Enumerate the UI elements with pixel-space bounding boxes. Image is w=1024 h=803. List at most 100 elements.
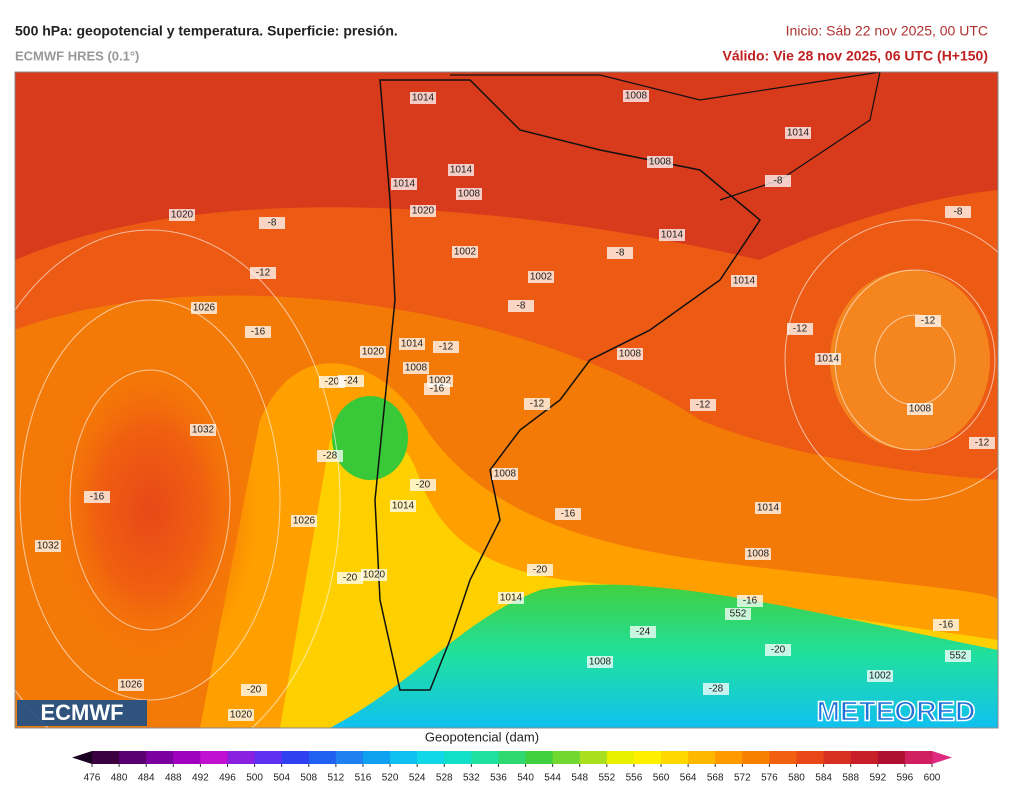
colorbar-swatch bbox=[498, 751, 527, 764]
colorbar-tick-label: 592 bbox=[869, 773, 886, 784]
contour-label: 552 bbox=[950, 651, 967, 662]
label-box bbox=[410, 92, 436, 104]
colorbar-tick-label: 492 bbox=[192, 773, 209, 784]
contour-label: 552 bbox=[730, 609, 747, 620]
contour-label: 1014 bbox=[500, 593, 523, 604]
label-box bbox=[250, 267, 276, 279]
label-box bbox=[969, 437, 995, 449]
contour-label: 1014 bbox=[450, 165, 473, 176]
contour-label: -20 bbox=[416, 480, 431, 491]
colorbar-swatch bbox=[390, 751, 418, 764]
colorbar-tick-label: 512 bbox=[328, 773, 345, 784]
contour-label: -20 bbox=[771, 645, 786, 656]
label-box bbox=[410, 479, 436, 491]
map-frame bbox=[14, 71, 999, 729]
label-box bbox=[527, 564, 553, 576]
label-box bbox=[647, 156, 673, 168]
colorbar-tick-label: 560 bbox=[653, 773, 670, 784]
colorbar-swatch bbox=[119, 751, 147, 764]
colorbar-tick-label: 540 bbox=[517, 773, 534, 784]
label-box bbox=[933, 619, 959, 631]
run-time: Inicio: Sáb 22 nov 2025, 00 UTC bbox=[786, 23, 988, 39]
label-box bbox=[737, 595, 763, 607]
contour-label: -8 bbox=[517, 301, 526, 312]
colorbar-tick-label: 572 bbox=[734, 773, 751, 784]
contour-label: -24 bbox=[636, 627, 651, 638]
colorbar-tick-label: 508 bbox=[300, 773, 317, 784]
contour-label: -12 bbox=[975, 438, 990, 449]
label-box bbox=[456, 188, 482, 200]
colorbar-swatch bbox=[92, 751, 120, 764]
subtitle: ECMWF HRES (0.1°) bbox=[15, 48, 139, 63]
colorbar-swatch bbox=[742, 751, 770, 764]
contour-label: 1032 bbox=[37, 541, 60, 552]
contour-label: 1014 bbox=[817, 354, 840, 365]
contour-label: 1008 bbox=[494, 469, 517, 480]
colorbar-swatch bbox=[796, 751, 825, 764]
label-box bbox=[245, 326, 271, 338]
label-box bbox=[815, 353, 841, 365]
colorbar-title: Geopotencial (dam) bbox=[425, 729, 539, 744]
label-box bbox=[291, 515, 317, 527]
colorbar-swatch bbox=[904, 751, 933, 764]
contour-label: -16 bbox=[743, 596, 758, 607]
contour-label: -20 bbox=[247, 685, 262, 696]
colorbar-swatch bbox=[444, 751, 472, 764]
label-box bbox=[623, 90, 649, 102]
label-box bbox=[524, 398, 550, 410]
contour-label: 1014 bbox=[401, 339, 424, 350]
label-box bbox=[448, 164, 474, 176]
title: 500 hPa: geopotencial y temperatura. Sup… bbox=[15, 23, 398, 39]
contour-label: -8 bbox=[616, 248, 625, 259]
contour-label: 1014 bbox=[787, 128, 810, 139]
contour-label: 1020 bbox=[171, 210, 194, 221]
colorbar-tick-label: 536 bbox=[490, 773, 507, 784]
contour-label: -20 bbox=[325, 377, 340, 388]
label-box bbox=[945, 650, 971, 662]
label-box bbox=[492, 468, 518, 480]
label-box bbox=[190, 424, 216, 436]
colorbar-swatch bbox=[308, 751, 337, 764]
label-box bbox=[169, 209, 195, 221]
contour-label: 1008 bbox=[589, 657, 612, 668]
contour-label: -20 bbox=[533, 565, 548, 576]
contour-label: 1008 bbox=[405, 363, 428, 374]
contour-label: 1008 bbox=[909, 404, 932, 415]
contour-label: 1014 bbox=[392, 501, 415, 512]
contour-label: -16 bbox=[430, 384, 445, 395]
label-box bbox=[555, 508, 581, 520]
contour-label: 1008 bbox=[458, 189, 481, 200]
label-box bbox=[607, 247, 633, 259]
label-box bbox=[191, 302, 217, 314]
colorbar-swatch bbox=[850, 751, 879, 764]
colorbar-swatch bbox=[227, 751, 256, 764]
contour-label: -8 bbox=[774, 176, 783, 187]
label-box bbox=[361, 569, 387, 581]
contour-label: 1008 bbox=[649, 157, 672, 168]
contour-label: 1002 bbox=[454, 247, 477, 258]
colorbar-tick-label: 588 bbox=[842, 773, 859, 784]
contour-label: -12 bbox=[530, 399, 545, 410]
colorbar-tick-label: 568 bbox=[707, 773, 724, 784]
label-box bbox=[867, 670, 893, 682]
colorbar-tick-label: 488 bbox=[165, 773, 182, 784]
colorbar-arrow-right bbox=[932, 751, 952, 764]
label-box bbox=[498, 592, 524, 604]
colorbar-swatch bbox=[525, 751, 554, 764]
label-box bbox=[945, 206, 971, 218]
colorbar-swatch bbox=[769, 751, 798, 764]
label-box bbox=[659, 229, 685, 241]
colorbar-tick-label: 520 bbox=[382, 773, 399, 784]
label-box bbox=[424, 383, 450, 395]
label-box bbox=[725, 608, 751, 620]
contour-label: -24 bbox=[344, 376, 359, 387]
contour-label: 1032 bbox=[192, 425, 215, 436]
contour-label: 1008 bbox=[625, 91, 648, 102]
contour-label: -28 bbox=[323, 451, 338, 462]
contour-label: 1026 bbox=[120, 680, 143, 691]
colorbar-tick-label: 528 bbox=[436, 773, 453, 784]
colorbar-swatch bbox=[281, 751, 310, 764]
label-box bbox=[317, 450, 343, 462]
contour-label: 1014 bbox=[733, 276, 756, 287]
